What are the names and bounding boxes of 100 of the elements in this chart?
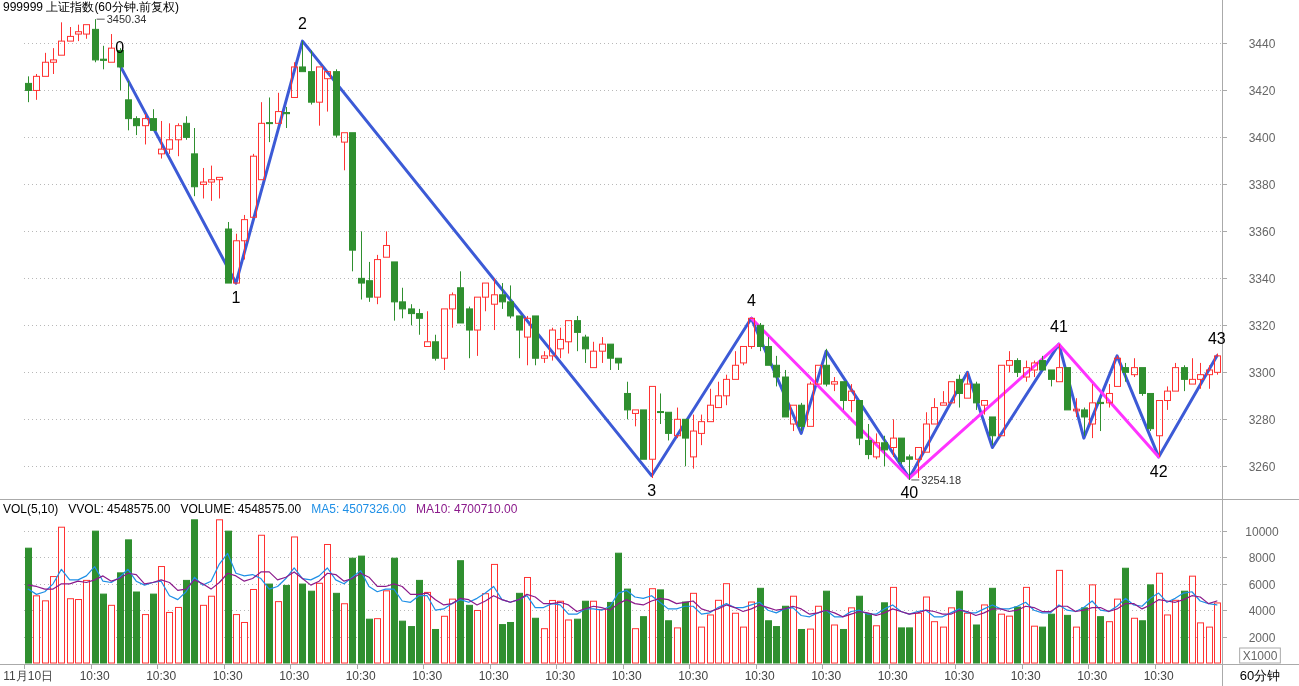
bar: [881, 602, 888, 664]
bar: [840, 628, 847, 664]
chart-title: VOL(5,10): [3, 502, 59, 516]
note: 41: [1050, 318, 1068, 336]
x-tick-label: 10:30: [146, 669, 177, 683]
bar: [831, 624, 838, 664]
bar: [374, 618, 381, 664]
bar: [516, 592, 523, 664]
bar: [1064, 614, 1071, 664]
bar: [790, 595, 797, 664]
bar: [1131, 617, 1138, 664]
bar: [823, 590, 830, 664]
y-tick-label: 3360: [1248, 224, 1276, 239]
bar: [299, 583, 306, 664]
y-tick-label: 3380: [1248, 177, 1276, 192]
bar: [599, 609, 606, 664]
x-tick-label: 10:30: [944, 669, 975, 683]
bar: [981, 604, 988, 664]
bar: [291, 536, 298, 664]
y-tick-label: 3260: [1248, 459, 1276, 474]
bar: [150, 593, 157, 664]
bar: [1048, 613, 1055, 664]
bar: [890, 586, 897, 664]
x-tick-label: 10:30: [811, 669, 842, 683]
bar: [973, 624, 980, 664]
bar: [432, 628, 439, 664]
x-tick-label: 10:30: [478, 669, 509, 683]
y-tick-label: 3340: [1248, 271, 1276, 286]
y-tick-label: 4000: [1248, 603, 1276, 618]
bar: [989, 587, 996, 664]
x-tick-label: 10:30: [412, 669, 443, 683]
bar: [624, 588, 631, 664]
bar: [266, 583, 273, 664]
note: 3450.34: [96, 13, 147, 26]
x-tick-label: 10:30: [678, 669, 709, 683]
line-series: [27, 571, 1218, 618]
bar: [682, 601, 689, 664]
note: 2: [298, 15, 307, 33]
bar: [142, 614, 149, 664]
y-tick-label: 6000: [1248, 577, 1276, 592]
x-tick-label: 10:30: [545, 669, 576, 683]
bar: [383, 590, 390, 664]
x-tick-label: 10:30: [744, 669, 775, 683]
bar: [466, 604, 473, 664]
bar: [33, 595, 40, 664]
bar: [532, 617, 539, 664]
x-tick-label: 10:30: [1077, 669, 1108, 683]
y-tick-label: 10000: [1245, 524, 1280, 539]
note: 4: [746, 292, 756, 310]
y-tick-label: 3320: [1248, 318, 1276, 333]
bar: [1181, 590, 1188, 664]
bar: [524, 576, 531, 664]
bar: [225, 530, 232, 664]
annotation: 3254.18: [921, 473, 962, 486]
y-tick-label: 2000: [1248, 630, 1276, 645]
text: MA10: 4700710.00: [415, 502, 518, 516]
bar: [333, 592, 340, 664]
bar: [649, 588, 656, 664]
bar: [424, 591, 431, 664]
bar: [782, 605, 789, 664]
y-tick-label: 3400: [1248, 130, 1276, 145]
bar: [175, 606, 182, 664]
bar: [1122, 567, 1129, 664]
annotation: VVOL: 4548575.00: [68, 502, 171, 516]
x-tick-label: 10:30: [877, 669, 908, 683]
bar: [632, 628, 639, 664]
bar: [283, 584, 290, 664]
x-tick-label: 10:30: [345, 669, 376, 683]
x-tick-label: 10:30: [212, 669, 243, 683]
note: 43: [1207, 329, 1226, 347]
x-tick-label: 10:30: [279, 669, 310, 683]
note: 3254.18: [910, 473, 962, 486]
bar: [1081, 607, 1088, 664]
annotation: VOLUME: 4548575.00: [180, 502, 302, 516]
bar: [873, 625, 880, 664]
note: 1: [231, 289, 241, 307]
x-tick-label: 11月10日: [3, 669, 54, 683]
x-tick-label: 10:30: [1143, 669, 1174, 683]
bar: [798, 628, 805, 664]
bar: [457, 560, 464, 664]
bar: [1097, 616, 1104, 664]
bar: [590, 600, 597, 664]
y-tick-label: 8000: [1248, 550, 1276, 565]
bar: [308, 590, 315, 664]
bar: [956, 590, 963, 664]
x-axis-title: 60分钟: [1239, 668, 1281, 683]
bar: [1056, 569, 1063, 664]
bar: [275, 601, 282, 664]
bar: [848, 607, 855, 664]
bar: [674, 627, 681, 664]
bar: [491, 563, 498, 664]
bar: [1073, 626, 1080, 664]
bar: [640, 616, 647, 664]
x-tick-label: 10:30: [611, 669, 642, 683]
x-tick-label: 10:30: [79, 669, 110, 683]
note: 42: [1149, 462, 1168, 480]
note: 40: [900, 484, 919, 502]
line-series: [27, 552, 1218, 618]
y-tick-label: 3300: [1248, 365, 1276, 380]
note: 3: [647, 481, 657, 499]
